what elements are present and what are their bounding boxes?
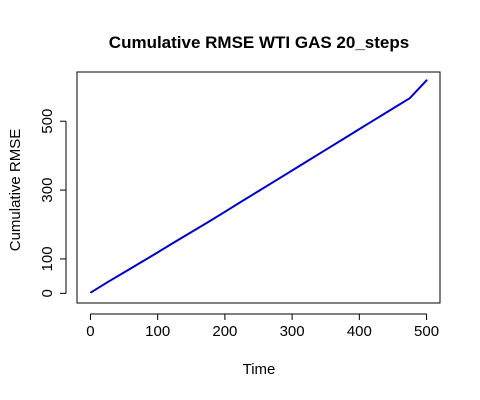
- y-axis: 0 100 300 500: [39, 109, 67, 298]
- y-tick-label: 0: [39, 289, 56, 297]
- x-tick-label: 500: [414, 323, 439, 340]
- y-axis-label: Cumulative RMSE: [7, 129, 24, 252]
- x-tick-label: 100: [145, 323, 170, 340]
- y-tick-label: 300: [39, 178, 56, 203]
- plot-frame: [76, 71, 441, 304]
- x-tick-label: 200: [212, 323, 237, 340]
- x-tick-label: 0: [86, 323, 94, 340]
- x-tick-label: 400: [347, 323, 372, 340]
- x-axis: 0 100 200 300 400 500: [86, 313, 439, 340]
- chart-title: Cumulative RMSE WTI GAS 20_steps: [109, 33, 409, 52]
- series-layer: [90, 79, 428, 294]
- series-line: [90, 79, 428, 294]
- x-tick-label: 300: [280, 323, 305, 340]
- y-tick-label: 100: [39, 246, 56, 271]
- y-tick-label: 500: [39, 109, 56, 134]
- x-axis-label: Time: [243, 361, 276, 378]
